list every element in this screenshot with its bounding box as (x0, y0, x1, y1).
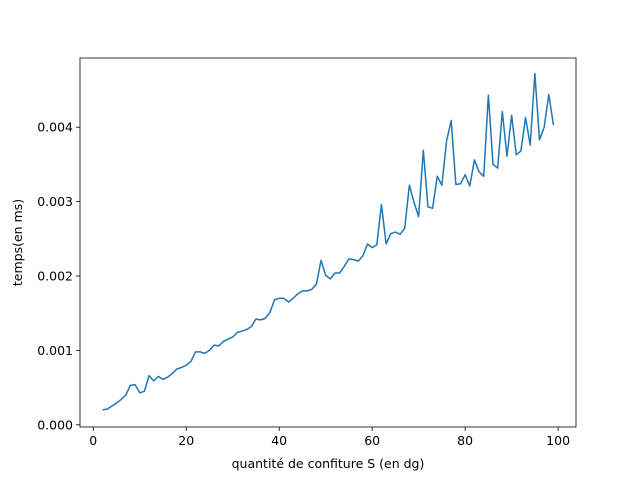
x-axis-ticks: 0 20 40 60 80 100 (89, 427, 570, 448)
x-axis-label: quantité de confiture S (en dg) (232, 456, 425, 471)
x-tick-label: 20 (178, 433, 194, 448)
y-tick-label: 0.003 (37, 194, 73, 209)
y-tick-label: 0.000 (37, 417, 73, 432)
y-tick-label: 0.002 (37, 268, 73, 283)
plot-area (102, 72, 555, 411)
y-tick-label: 0.004 (37, 120, 73, 135)
y-axis-label: temps(en ms) (10, 199, 25, 286)
x-tick-label: 80 (457, 433, 473, 448)
x-tick-label: 100 (546, 433, 570, 448)
y-axis-ticks: 0.000 0.001 0.002 0.003 0.004 (37, 120, 80, 432)
x-tick-label: 40 (271, 433, 287, 448)
series-line (102, 72, 555, 411)
x-tick-label: 60 (364, 433, 380, 448)
x-tick-label: 0 (89, 433, 97, 448)
axes-frame (79, 57, 577, 428)
y-tick-label: 0.001 (37, 343, 73, 358)
